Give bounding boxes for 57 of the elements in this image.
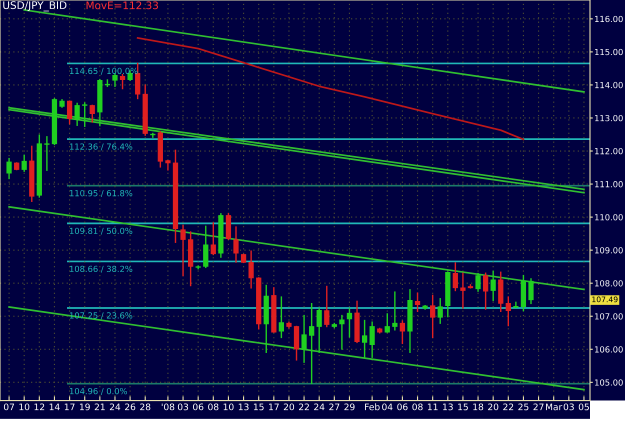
x-tick-label: 22 <box>503 403 514 410</box>
x-tick-label: 06 <box>193 403 204 410</box>
y-tick-label: 107.00 <box>595 313 623 320</box>
y-tick-label: 105.00 <box>595 379 623 386</box>
y-tick-label: 108.00 <box>595 280 623 286</box>
x-tick-label: 08 <box>208 403 218 410</box>
y-tick-label: 113.00 <box>595 114 623 122</box>
x-tick-label: '08 <box>162 403 174 410</box>
y-tick-label: 112.00 <box>595 148 623 154</box>
y-tick-label: 111.00 <box>595 181 623 188</box>
x-tick-label: 03 <box>178 403 188 410</box>
x-tick-label: 20 <box>488 403 498 410</box>
x-tick-label: 21 <box>94 403 105 410</box>
x-tick-label: 10 <box>19 403 30 410</box>
x-tick-label: 06 <box>397 403 408 410</box>
ref-line-label: 104.96 / 0.0% <box>70 388 128 395</box>
x-tick-label: 24 <box>314 403 324 410</box>
x-tick-label: 08 <box>412 403 423 410</box>
annotation: MovE=112.33 <box>86 1 158 10</box>
x-tick-label: 04 <box>382 403 393 410</box>
x-tick-label: 18 <box>473 403 484 410</box>
x-tick-label: 10 <box>224 403 234 410</box>
x-tick-label: 22 <box>298 403 309 410</box>
y-tick-label: 114.00 <box>595 82 623 88</box>
x-tick-label: 29 <box>344 403 355 410</box>
x-tick-label: 07 <box>4 403 14 410</box>
x-tick-label: 27 <box>329 403 340 410</box>
x-tick-label: 05 <box>578 403 589 410</box>
ref-line-label: 112.36 / 76.4% <box>70 143 132 150</box>
x-tick-label: 12 <box>34 403 44 410</box>
ref-line-label: 108.66 / 38.2% <box>70 266 132 273</box>
x-tick-label: Feb <box>365 403 380 410</box>
x-tick-label: 24 <box>110 403 120 410</box>
x-tick-label: 25 <box>518 403 528 410</box>
x-tick-label: 27 <box>533 403 544 410</box>
ref-line-label: 110.95 / 61.8% <box>70 190 132 197</box>
x-tick-label: Mar <box>546 404 562 410</box>
x-tick-label: 17 <box>64 404 75 410</box>
x-tick-label: 14 <box>50 404 60 410</box>
x-tick-label: 15 <box>254 404 264 410</box>
y-tick-label: 109.00 <box>595 247 623 254</box>
x-tick-label: 13 <box>443 403 453 410</box>
x-tick-label: 11 <box>428 404 438 410</box>
x-tick-label: 20 <box>284 403 294 410</box>
chart-title: USD/JPY_BID <box>3 1 66 12</box>
x-tick-label: 03 <box>564 403 574 410</box>
ref-line-label: 109.81 / 50.0% <box>70 228 132 235</box>
x-tick-label: 13 <box>238 403 249 410</box>
x-tick-label: 15 <box>458 404 468 410</box>
y-tick-label: 115.00 <box>595 48 623 56</box>
y-tick-label: 106.00 <box>595 346 623 353</box>
x-tick-label: 17 <box>269 404 279 410</box>
y-tick-label: 110.00 <box>595 214 623 220</box>
x-tick-label: 26 <box>125 403 136 410</box>
x-tick-label: 19 <box>80 403 90 410</box>
x-tick-label: 28 <box>140 403 150 410</box>
y-tick-label: 116.00 <box>595 16 623 22</box>
